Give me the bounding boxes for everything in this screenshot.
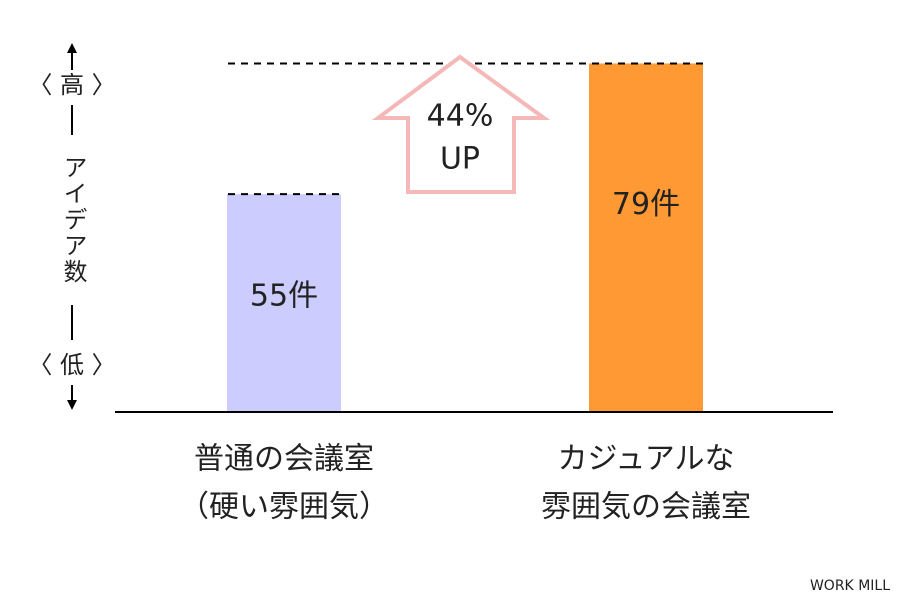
axis-label: アイデア数 bbox=[59, 155, 87, 285]
x-tick-label: （硬い雰囲気） bbox=[179, 490, 389, 525]
x-tick-label: 雰囲気の会議室 bbox=[541, 490, 751, 525]
source: WORK MILL bbox=[810, 578, 890, 594]
x-tick-label: 普通の会議室 bbox=[194, 442, 374, 477]
up-arrow bbox=[371, 54, 551, 194]
value-label: 79件 bbox=[612, 187, 680, 222]
axis-high-label: 〈 高 〉 bbox=[28, 71, 115, 99]
x-tick-label: カジュアルな bbox=[558, 442, 735, 477]
bar bbox=[589, 63, 703, 412]
bar bbox=[227, 194, 341, 412]
annotation: UP bbox=[440, 142, 480, 177]
value-label: 55件 bbox=[250, 279, 318, 314]
annotation: 44% bbox=[427, 99, 494, 134]
axis-low-label: 〈 低 〉 bbox=[28, 351, 115, 379]
